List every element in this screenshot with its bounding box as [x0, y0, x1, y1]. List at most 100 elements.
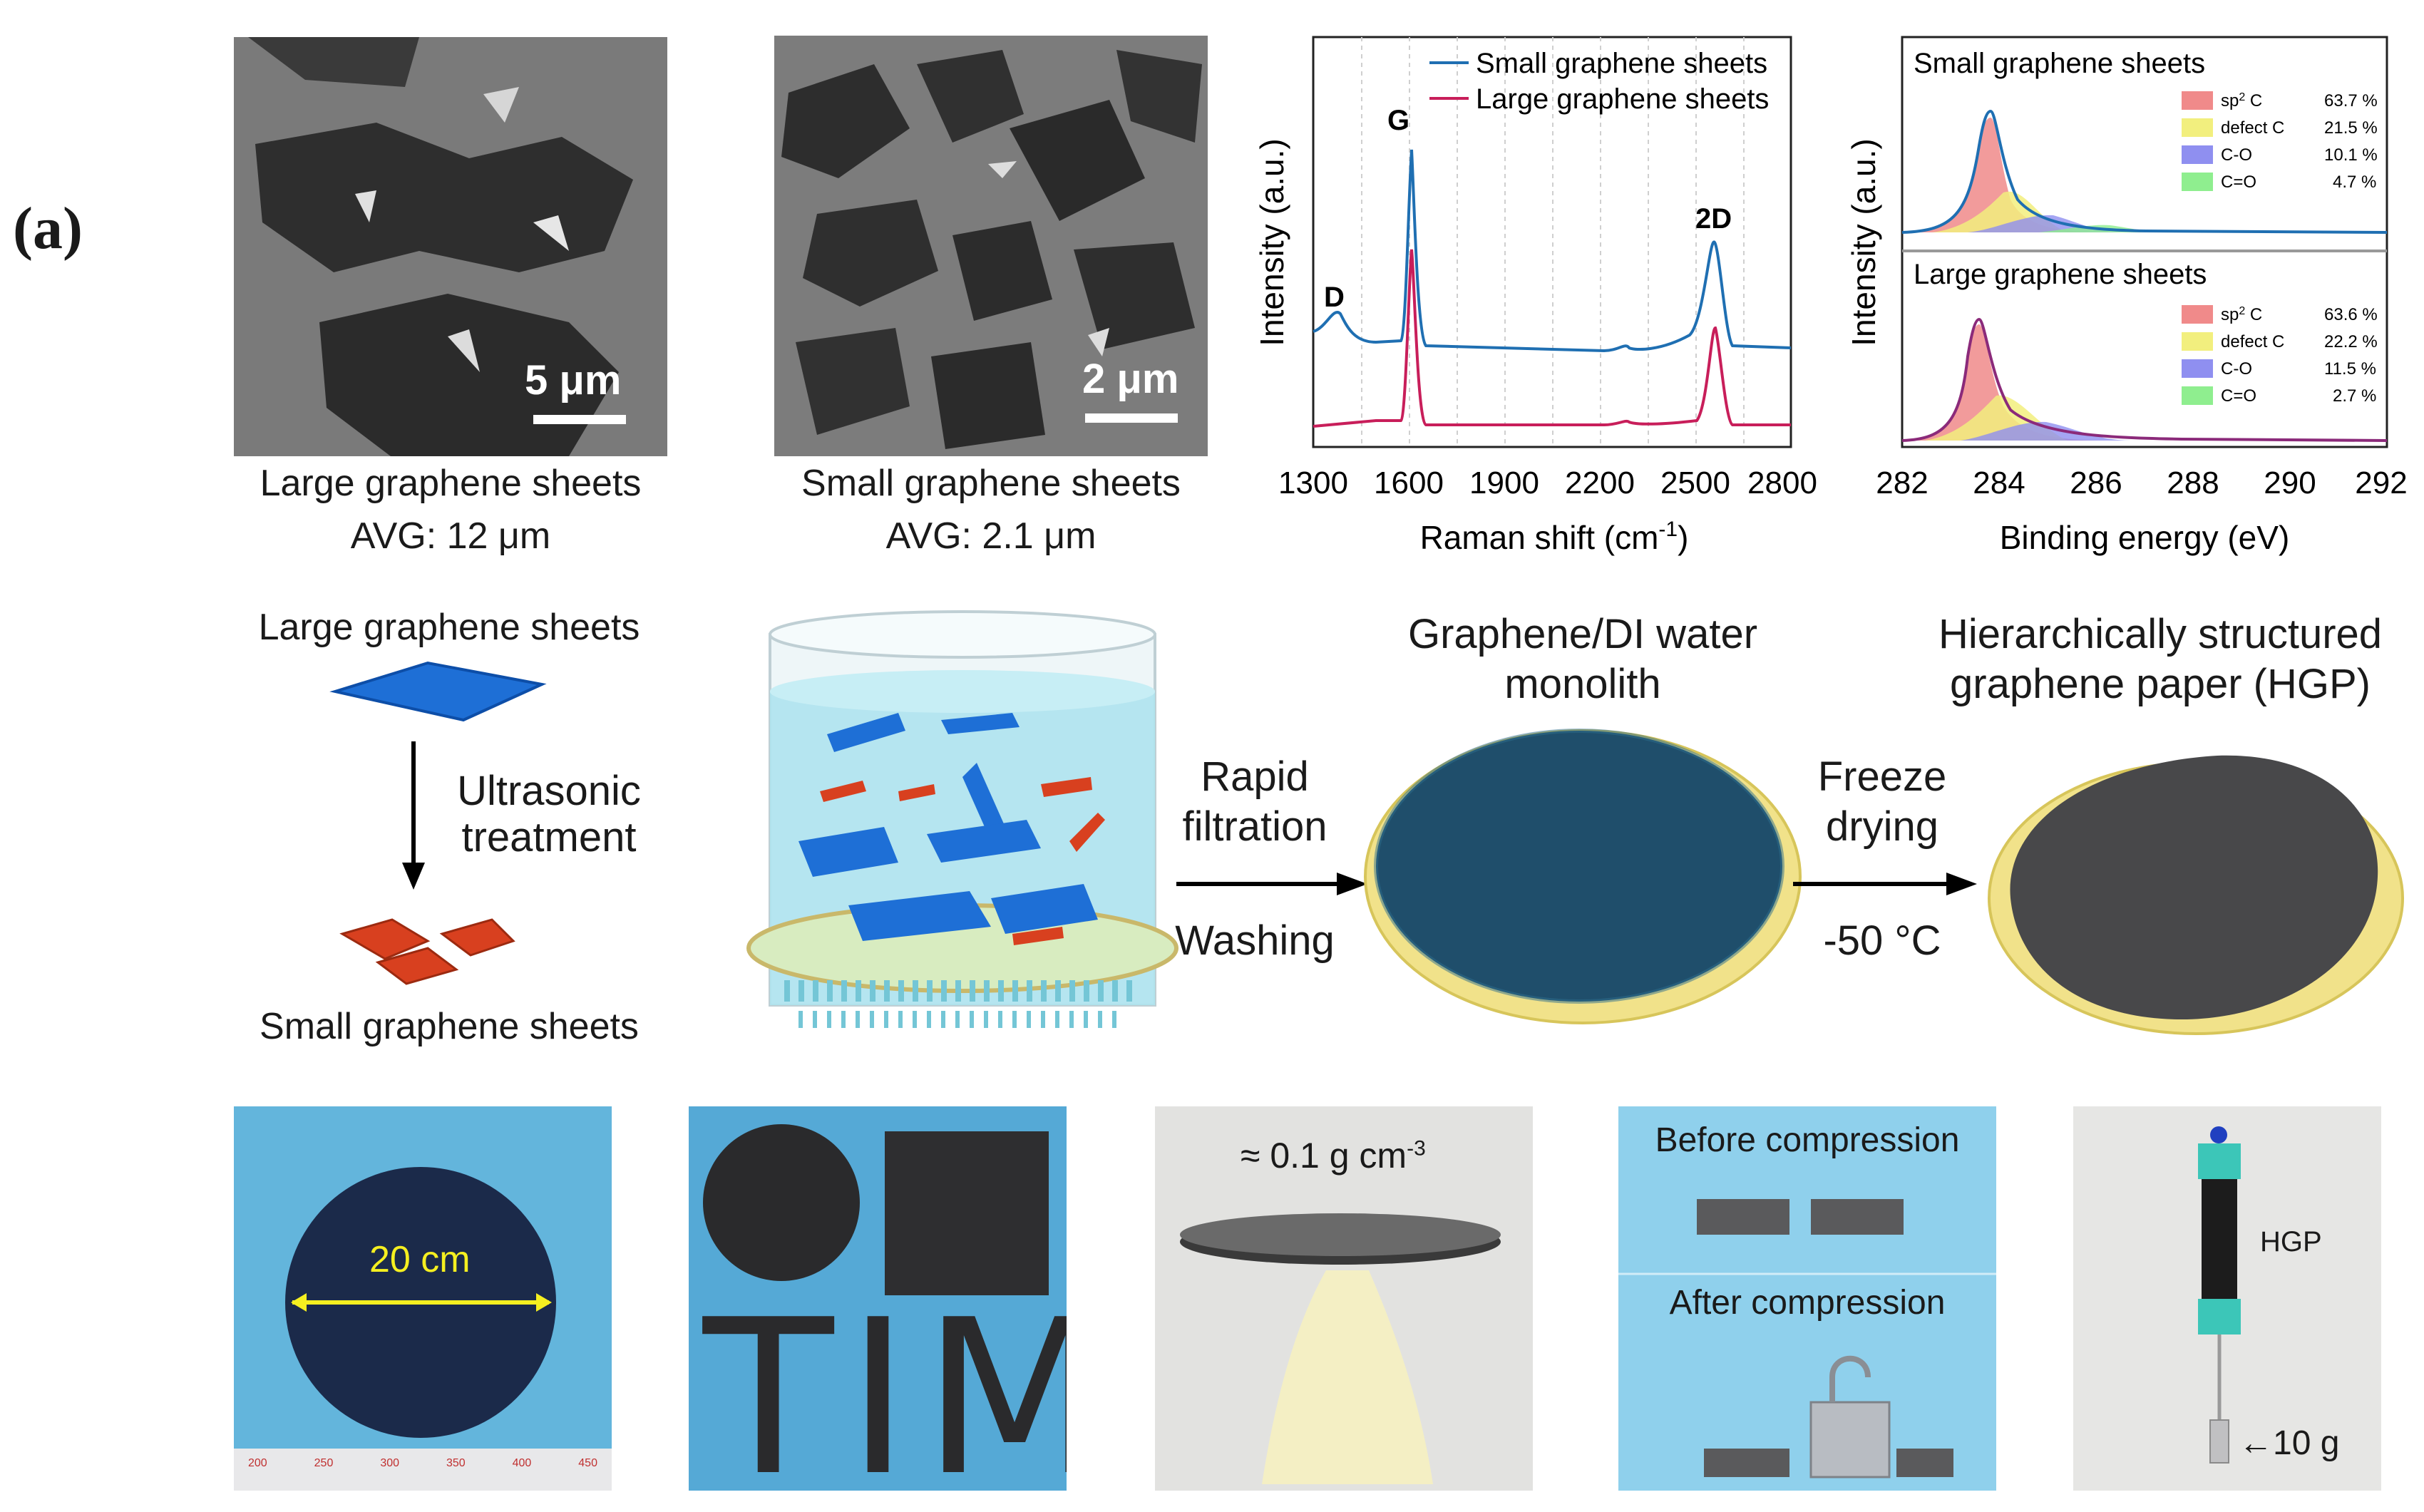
filtration-beaker-illustration [746, 610, 1178, 1028]
ruler-number: 250 [314, 1457, 334, 1469]
xps-top-label-sp2: sp2 C [2221, 91, 2262, 110]
sem-large-caption: Large graphene sheets [260, 463, 642, 504]
large-sheet-icon [329, 661, 547, 722]
xps-top-spectrum [1901, 109, 2388, 234]
photo-density: ≈ 0.1 g cm-3 [1155, 1106, 1533, 1491]
raman-tick: 2800 [1747, 466, 1817, 500]
raman-legend: Small graphene sheets Large graphene she… [1429, 48, 1769, 115]
xps-top-label-defect: defect C [2221, 118, 2284, 138]
raman-line-large [1313, 249, 1791, 428]
sem-large-avg: AVG: 12 μm [350, 515, 551, 557]
photo-shapes-graphic [703, 1124, 1049, 1295]
step2-label-bottom: -50 °C [1823, 917, 1941, 964]
sem-small-scale-bar [1085, 413, 1178, 423]
tim-letters: TIM [703, 1274, 1067, 1491]
xps-top-label-co: C-O [2221, 145, 2252, 165]
xps-top-swatch-c-double-o [2182, 173, 2213, 191]
hgp-disc-illustration [1988, 755, 2404, 1035]
xps-bottom-title: Large graphene sheets [1914, 259, 2207, 290]
xps-bottom-value-defect: 22.2 % [2324, 332, 2378, 351]
right-arrow-icon [1176, 873, 1367, 895]
xps-bottom-value-c-double-o: 2.7 % [2333, 386, 2376, 406]
raman-peak-2d: 2D [1695, 203, 1732, 235]
xps-bottom-label-sp2: sp2 C [2221, 305, 2262, 324]
raman-tick: 2200 [1565, 466, 1635, 500]
sem-small-avg: AVG: 2.1 μm [885, 515, 1097, 557]
photo-density-graphic [1180, 1213, 1501, 1484]
xps-top-value-co: 10.1 % [2324, 145, 2378, 165]
xps-ylabel: Intensity (a.u.) [1845, 138, 1882, 346]
xps-top-swatch-sp2 [2182, 91, 2213, 110]
sem-image-small: 2 μm [774, 36, 1208, 456]
raman-chart: Small graphene sheets Large graphene she… [1253, 36, 1817, 556]
hgp-title-1: Hierarchically structured [1938, 611, 2383, 657]
step1-label-bottom: Washing [1175, 917, 1335, 964]
xps-xlabel: Binding energy (eV) [2000, 519, 2290, 556]
sem-small-caption: Small graphene sheets [801, 463, 1181, 504]
xps-tick: 288 [2167, 466, 2219, 500]
sem-small-texture [774, 36, 1208, 456]
small-sheets-icon [339, 918, 515, 985]
panel-label: (a) [13, 195, 83, 262]
sem-large-texture [234, 37, 667, 456]
xps-tick: 282 [1876, 466, 1928, 500]
right-arrow-icon [1793, 873, 1977, 895]
photo-compression: Before compression After compression [1618, 1106, 1996, 1491]
xps-bottom-swatch-defect [2182, 332, 2213, 351]
density-label: ≈ 0.1 g cm-3 [1241, 1136, 1426, 1176]
step2-label-2: drying [1826, 803, 1938, 850]
xps-tick: 284 [1973, 466, 2025, 500]
raman-legend-large: Large graphene sheets [1476, 83, 1769, 115]
photo-large-disc: 20 cm 200 250 300 350 400 450 [234, 1106, 612, 1491]
process-small-label: Small graphene sheets [260, 1006, 639, 1047]
xps-top-value-c-double-o: 4.7 % [2333, 173, 2376, 192]
hgp-title-2: graphene paper (HGP) [1950, 661, 2371, 707]
xps-top-swatch-defect [2182, 118, 2213, 137]
weight-label: ←10 g [2239, 1424, 2340, 1462]
raman-line-small [1313, 149, 1792, 353]
monolith-title-2: monolith [1504, 661, 1661, 707]
raman-x-ticks: 1300 1600 1900 2200 2500 2800 [1278, 466, 1817, 500]
sem-large-scale-bar [533, 415, 626, 424]
ruler-number: 350 [446, 1457, 466, 1469]
ultrasonic-label-1: Ultrasonic [457, 768, 641, 814]
xps-top-value-defect: 21.5 % [2324, 118, 2378, 138]
monolith-disc-illustration [1364, 729, 1802, 1024]
sem-image-large: 5 μm [234, 37, 667, 456]
photo-large-disc-graphic [234, 1167, 612, 1491]
diameter-label: 20 cm [369, 1239, 471, 1280]
ultrasonic-label-2: treatment [461, 814, 637, 860]
xps-bottom-swatch-c-double-o [2182, 386, 2213, 405]
xps-bottom-label-defect: defect C [2221, 332, 2284, 351]
raman-plot-frame [1312, 36, 1792, 448]
xps-bottom-spectrum [1901, 317, 2388, 442]
xps-top-value-sp2: 63.7 % [2324, 91, 2378, 110]
xps-top-title: Small graphene sheets [1914, 48, 2205, 79]
ruler-scale: 200 250 300 350 400 450 [248, 1457, 612, 1470]
photo-tensile-graphic [2198, 1126, 2241, 1464]
hgp-photo-label: HGP [2260, 1226, 2322, 1258]
photo-tensile: HGP ←10 g [2073, 1106, 2381, 1491]
monolith-title-1: Graphene/DI water [1407, 611, 1758, 657]
down-arrow-icon [402, 741, 425, 890]
xps-top-swatch-co [2182, 145, 2213, 164]
step1-label-1: Rapid [1201, 754, 1309, 800]
raman-tick: 1300 [1278, 466, 1348, 500]
raman-legend-small: Small graphene sheets [1476, 48, 1767, 79]
xps-bottom-value-sp2: 63.6 % [2324, 305, 2378, 324]
xps-top-legend: sp2 C 63.7 % defect C 21.5 % C-O 10.1 % … [2182, 91, 2378, 192]
xps-bottom-legend: sp2 C 63.6 % defect C 22.2 % C-O 11.5 % … [2182, 305, 2378, 406]
process-large-label: Large graphene sheets [258, 607, 640, 648]
xps-tick: 292 [2355, 466, 2407, 500]
xps-tick: 286 [2070, 466, 2122, 500]
raman-peak-g: G [1387, 105, 1409, 136]
raman-peak-d: D [1324, 282, 1345, 313]
ruler-number: 300 [380, 1457, 400, 1469]
xps-x-ticks: 282 284 286 288 290 292 [1876, 466, 2407, 500]
step2-label-1: Freeze [1817, 754, 1947, 800]
raman-tick: 2500 [1660, 466, 1730, 500]
after-compression-label: After compression [1669, 1284, 1946, 1322]
xps-chart: Small graphene sheets Large graphene she… [1845, 36, 2408, 556]
raman-ylabel: Intensity (a.u.) [1253, 138, 1290, 346]
before-compression-label: Before compression [1655, 1121, 1960, 1159]
